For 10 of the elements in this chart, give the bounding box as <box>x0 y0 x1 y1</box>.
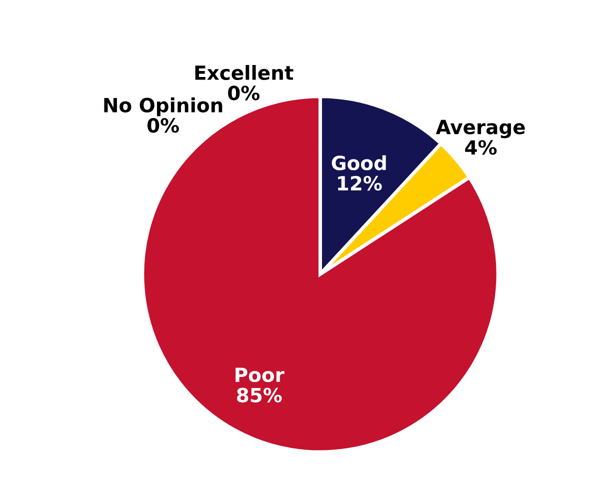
category-label: Excellent <box>195 64 294 80</box>
text: 0% <box>147 118 179 133</box>
slice-label: Poor <box>236 368 284 382</box>
data-label: 12% <box>338 176 382 191</box>
category-label: No Opinion <box>104 97 222 116</box>
text: 0% <box>228 86 260 100</box>
data-label: 85% <box>237 388 282 402</box>
data-label: 4% <box>465 140 497 155</box>
slice-label: Good <box>332 155 386 170</box>
slice-label: Average <box>436 120 525 138</box>
